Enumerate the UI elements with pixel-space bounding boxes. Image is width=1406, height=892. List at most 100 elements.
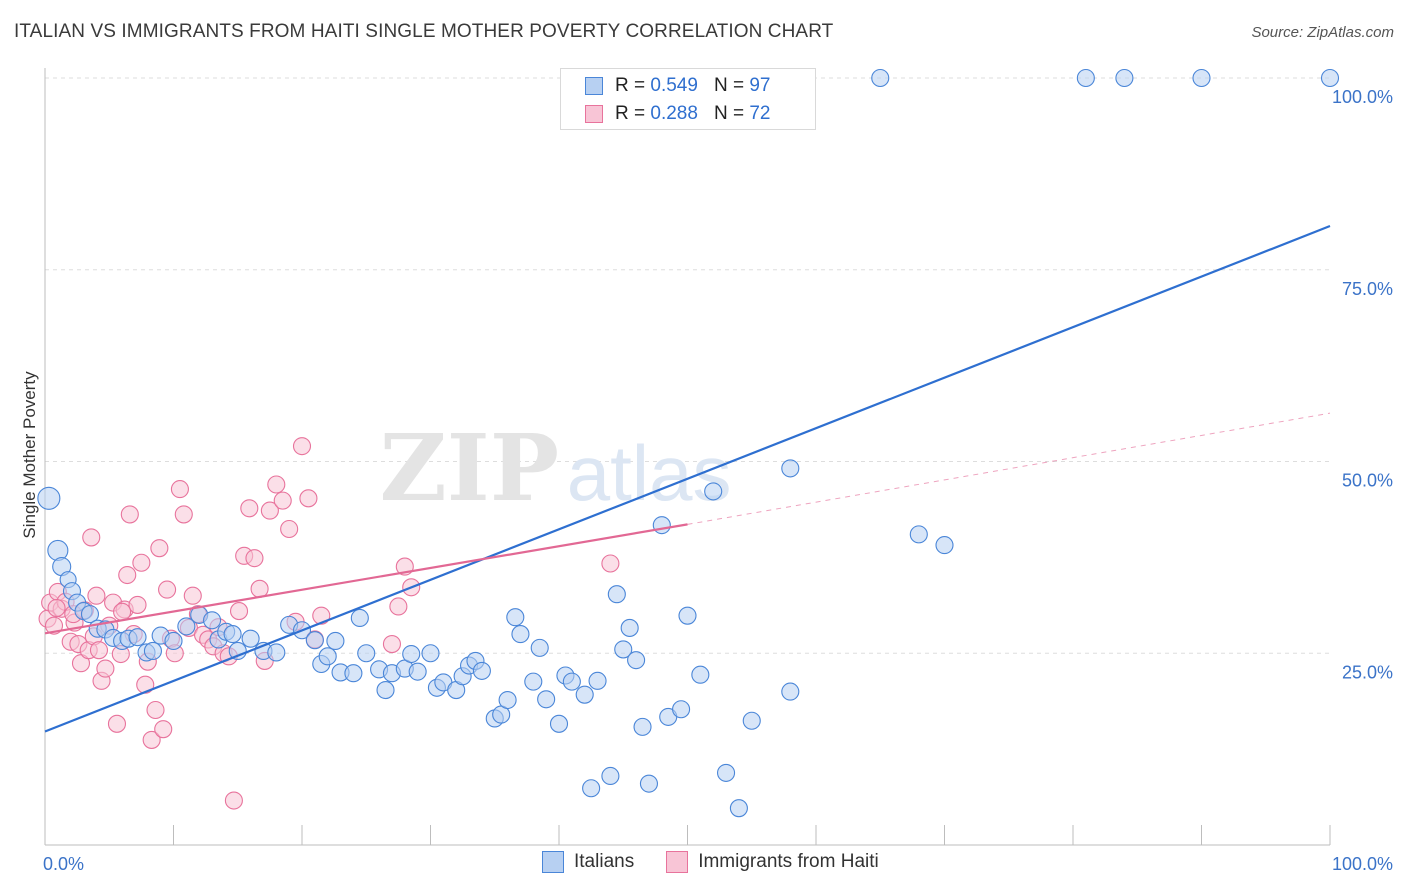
- italian-point: [47, 539, 69, 562]
- italian-point: [128, 628, 147, 647]
- italian-point: [80, 605, 100, 624]
- italian-point: [511, 625, 530, 644]
- italian-point: [742, 711, 761, 730]
- italian-point: [1115, 68, 1134, 88]
- legend-row-italians: R = 0.549 N = 97: [585, 72, 770, 100]
- italian-point: [524, 672, 543, 691]
- y-tick-label: 75.0%: [1342, 279, 1393, 299]
- haiti-point: [170, 480, 189, 499]
- italian-point: [228, 641, 247, 660]
- haiti-point: [89, 641, 109, 660]
- italian-point: [376, 681, 395, 700]
- haiti-point: [107, 714, 127, 733]
- haiti-point: [312, 606, 331, 625]
- italian-point: [203, 611, 222, 630]
- tick-labels: 25.0% 50.0% 75.0% 100.0% 0.0% 100.0%: [43, 87, 1393, 874]
- legend-r-label: R =: [615, 75, 646, 96]
- italian-point: [223, 625, 242, 644]
- watermark-zip: ZIP: [380, 414, 559, 522]
- italian-point: [729, 799, 748, 818]
- trend-lines: [44, 225, 1331, 733]
- y-axis-title: Single Mother Poverty: [20, 371, 39, 539]
- italian-point: [549, 714, 569, 733]
- haiti-point: [113, 602, 132, 621]
- legend-item-haiti[interactable]: Immigrants from Haiti: [666, 851, 879, 873]
- italian-point: [639, 774, 659, 793]
- italian-point: [326, 631, 345, 651]
- haiti-point: [158, 580, 177, 599]
- italian-point: [614, 640, 633, 659]
- legend-swatch-haiti: [585, 105, 603, 123]
- chart-title: ITALIAN VS IMMIGRANTS FROM HAITI SINGLE …: [14, 21, 834, 42]
- italian-point: [627, 651, 646, 670]
- italian-point: [318, 647, 337, 666]
- italian-point: [164, 631, 183, 651]
- haiti-point: [82, 528, 101, 547]
- haiti-point: [142, 730, 161, 749]
- x-tick-label: 100.0%: [1332, 854, 1393, 874]
- haiti-point: [183, 586, 202, 605]
- italian-point: [408, 662, 427, 681]
- italian-point: [781, 682, 800, 701]
- italian-point: [350, 608, 369, 628]
- haiti-point: [389, 597, 408, 616]
- haiti-point: [250, 579, 269, 598]
- y-tick-label: 50.0%: [1342, 471, 1393, 491]
- italian-point: [704, 482, 723, 501]
- haiti-point: [267, 475, 286, 494]
- italian-point: [716, 763, 736, 782]
- italian-point: [588, 671, 607, 690]
- legend-swatch-italians: [542, 851, 564, 873]
- italian-point: [633, 717, 652, 736]
- axes: [44, 68, 1331, 846]
- legend-n-label: N =: [713, 103, 745, 124]
- legend-r-value: 0.549: [650, 75, 698, 96]
- italians-trend-line: [44, 225, 1331, 733]
- haiti-point: [292, 437, 312, 456]
- italian-point: [678, 606, 697, 625]
- haiti-trend-extension: [687, 412, 1331, 525]
- italian-point: [498, 690, 517, 710]
- haiti-point: [120, 505, 139, 524]
- haiti-point: [47, 598, 66, 618]
- italian-points: [37, 68, 1340, 818]
- haiti-point: [150, 539, 169, 558]
- legend-n-value: 97: [749, 75, 771, 96]
- italian-point: [562, 672, 581, 691]
- italian-point: [177, 617, 196, 636]
- legend-label-italians: Italians: [574, 851, 635, 872]
- italian-point: [672, 700, 691, 719]
- italian-point: [37, 486, 61, 510]
- haiti-point: [601, 554, 620, 573]
- x-tick-label: 0.0%: [43, 854, 84, 874]
- haiti-point: [87, 586, 106, 605]
- italian-point: [607, 585, 626, 604]
- italian-point: [871, 68, 890, 88]
- haiti-trend-line: [44, 523, 688, 635]
- haiti-point: [44, 616, 64, 635]
- legend-n-label: N =: [713, 75, 745, 96]
- italian-point: [909, 525, 928, 544]
- haiti-point: [174, 505, 193, 524]
- haiti-point: [118, 565, 137, 585]
- grid-lines: [45, 77, 1330, 654]
- haiti-point: [229, 602, 249, 621]
- legend-r-value: 0.288: [650, 103, 698, 124]
- haiti-point: [154, 720, 173, 739]
- correlation-legend: R = 0.549 N = 97 R = 0.288 N = 72: [560, 68, 816, 130]
- italian-point: [582, 779, 601, 798]
- italian-point: [357, 644, 376, 663]
- italian-point: [472, 661, 491, 680]
- italian-point: [267, 643, 286, 662]
- italian-point: [305, 631, 324, 650]
- watermark: ZIP atlas: [380, 414, 732, 522]
- italian-point: [601, 766, 620, 786]
- italian-point: [506, 608, 525, 627]
- legend-row-haiti: R = 0.288 N = 72: [585, 100, 770, 128]
- haiti-point: [273, 491, 292, 510]
- haiti-point: [260, 501, 279, 520]
- watermark-atlas: atlas: [567, 429, 732, 517]
- haiti-point: [146, 700, 165, 720]
- legend-item-italians[interactable]: Italians: [542, 851, 634, 873]
- haiti-point: [245, 549, 264, 568]
